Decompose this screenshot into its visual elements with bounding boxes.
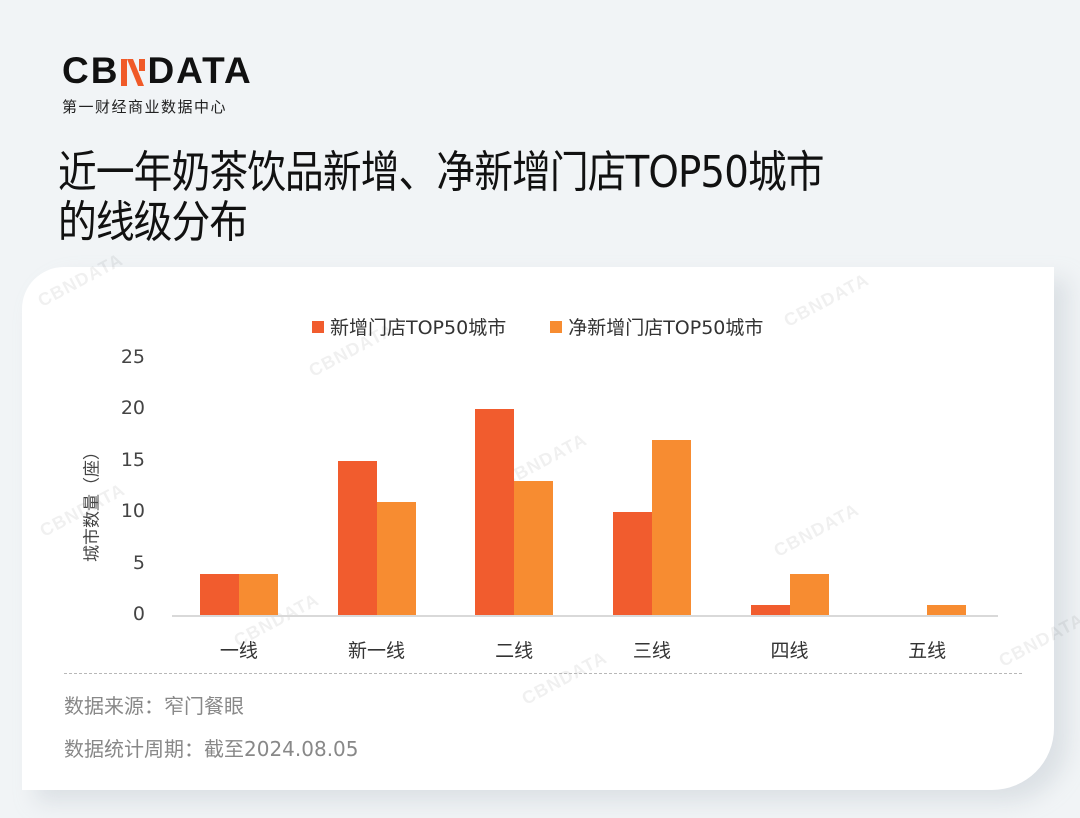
- logo-text-right: DATA: [147, 50, 253, 91]
- data-source-note: 数据来源：窄门餐眼: [64, 694, 244, 718]
- bar-new-0: [199, 573, 239, 615]
- bar-net-new-0: [238, 573, 278, 615]
- y-tick-label: 25: [120, 346, 145, 368]
- bar-net-new-3: [651, 440, 691, 615]
- x-axis-line: [172, 615, 998, 617]
- y-tick-label: 10: [120, 500, 145, 523]
- bar-net-new-1: [376, 501, 416, 615]
- bar-net-new-2: [514, 481, 554, 615]
- x-tick-label: 一线: [219, 640, 258, 662]
- y-axis-title: 城市数量（座）: [82, 443, 103, 562]
- title-line-1: 近一年奶茶饮品新增、净新增门店TOP50城市: [58, 147, 825, 198]
- x-tick-label: 四线: [770, 640, 809, 662]
- logo-subtitle: 第一财经商业数据中心: [62, 98, 228, 116]
- y-tick-label: 0: [132, 603, 145, 625]
- bar-net-new-4: [789, 573, 829, 615]
- dashed-divider: [64, 673, 1022, 674]
- legend-swatch-net-new: [550, 320, 563, 333]
- page-title: 近一年奶茶饮品新增、净新增门店TOP50城市 的线级分布: [58, 148, 920, 248]
- bar-new-1: [337, 460, 377, 615]
- x-tick-label: 新一线: [347, 640, 405, 662]
- logo-n-mark-icon: [120, 56, 146, 86]
- title-line-2: 的线级分布: [58, 197, 248, 248]
- bar-new-2: [475, 409, 515, 615]
- data-period-note: 数据统计周期：截至2024.08.05: [64, 737, 359, 761]
- plot-area: [172, 358, 998, 615]
- legend-label: 净新增门店TOP50城市: [568, 317, 764, 339]
- y-tick-label: 5: [132, 551, 145, 574]
- x-tick-label: 三线: [632, 640, 671, 662]
- chart-legend: 新增门店TOP50城市 净新增门店TOP50城市: [312, 313, 763, 340]
- bar-new-4: [750, 604, 790, 615]
- x-tick-label: 五线: [908, 640, 947, 662]
- logo-wordmark: CB DATA: [62, 52, 253, 90]
- legend-swatch-new: [312, 320, 324, 333]
- logo-text-left: CB: [62, 50, 120, 91]
- legend-item-net-new-stores: 净新增门店TOP50城市: [550, 313, 763, 340]
- legend-label: 新增门店TOP50城市: [330, 317, 507, 339]
- bar-net-new-5: [927, 604, 967, 615]
- y-tick-label: 20: [120, 397, 145, 420]
- y-tick-label: 15: [120, 448, 145, 471]
- cbndata-logo: CB DATA 第一财经商业数据中心: [62, 52, 253, 117]
- x-tick-label: 二线: [495, 640, 534, 662]
- bar-new-3: [612, 512, 652, 615]
- legend-item-new-stores: 新增门店TOP50城市: [312, 313, 506, 340]
